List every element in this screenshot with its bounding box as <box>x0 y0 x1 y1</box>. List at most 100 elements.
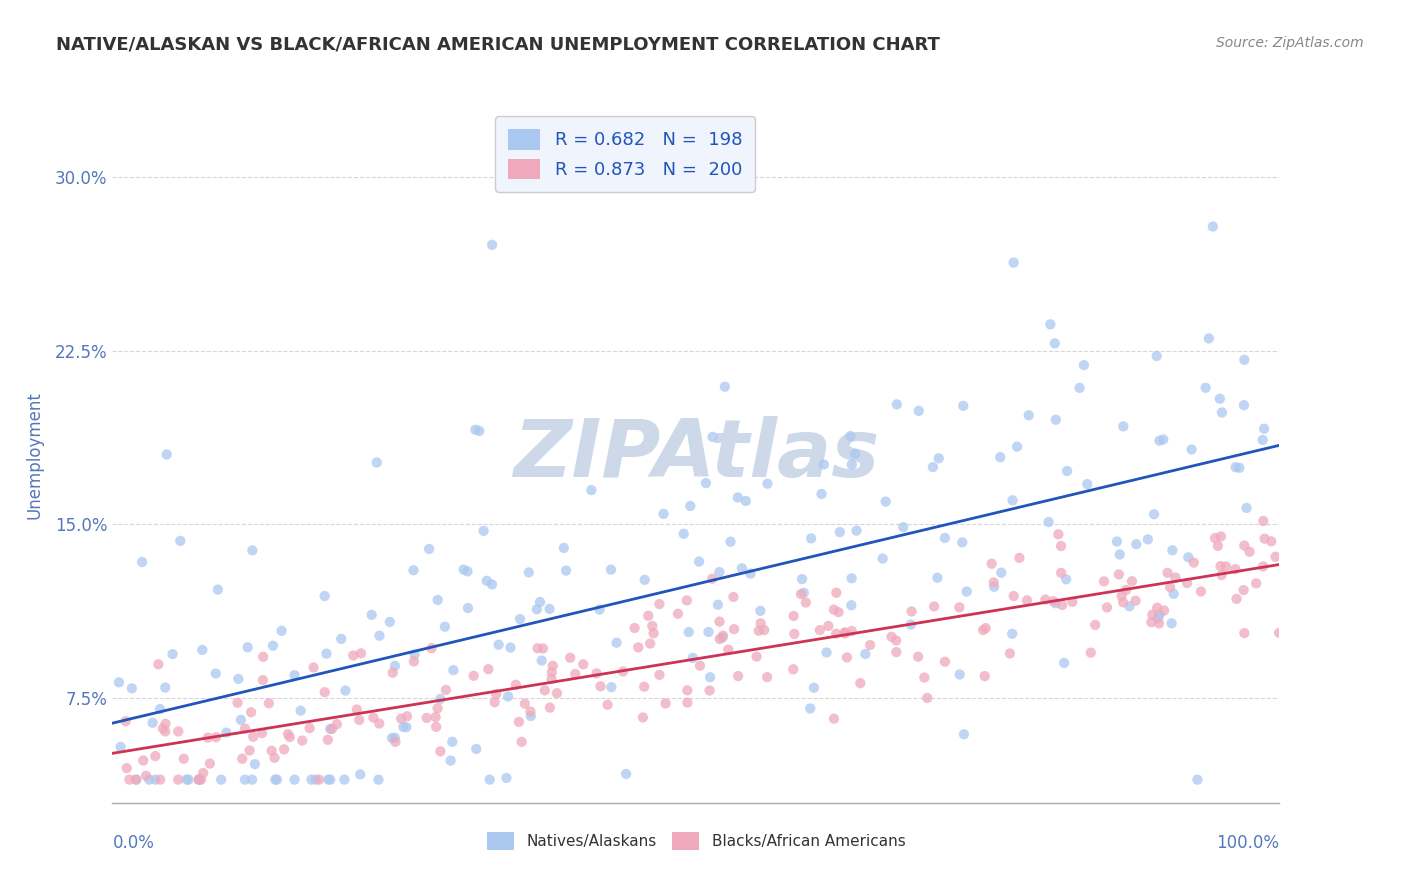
Point <box>1001 493 1024 508</box>
Point <box>676 696 699 710</box>
Point <box>675 593 697 607</box>
Point <box>589 679 612 693</box>
Point <box>666 607 689 621</box>
Point <box>198 756 221 771</box>
Point <box>433 620 456 634</box>
Point <box>998 647 1021 661</box>
Point <box>827 605 849 619</box>
Point <box>1211 568 1233 582</box>
Point <box>1253 532 1275 546</box>
Point <box>980 557 1002 571</box>
Point <box>652 507 675 521</box>
Point <box>485 687 508 701</box>
Point <box>481 577 503 591</box>
Point <box>1225 562 1247 576</box>
Point <box>420 641 443 656</box>
Point <box>599 563 621 577</box>
Point <box>169 533 191 548</box>
Point <box>1002 589 1025 603</box>
Point <box>257 696 280 710</box>
Point <box>1268 625 1291 640</box>
Point <box>853 647 876 661</box>
Point <box>1204 531 1226 545</box>
Point <box>368 629 391 643</box>
Point <box>252 649 274 664</box>
Point <box>505 678 527 692</box>
Point <box>817 619 839 633</box>
Point <box>156 448 179 462</box>
Point <box>1209 529 1232 543</box>
Point <box>1142 607 1164 622</box>
Point <box>825 626 848 640</box>
Point <box>384 735 406 749</box>
Point <box>823 602 845 616</box>
Point <box>426 701 449 715</box>
Text: 0.0%: 0.0% <box>112 834 155 852</box>
Point <box>974 621 997 635</box>
Point <box>240 772 263 787</box>
Point <box>1045 413 1067 427</box>
Point <box>934 531 956 545</box>
Point <box>953 727 976 741</box>
Point <box>844 447 866 461</box>
Point <box>794 595 817 609</box>
Point <box>360 607 382 622</box>
Point <box>689 658 711 673</box>
Point <box>1147 616 1170 631</box>
Point <box>190 772 212 787</box>
Point <box>1153 603 1175 617</box>
Point <box>553 541 575 555</box>
Point <box>510 735 533 749</box>
Point <box>135 769 157 783</box>
Point <box>756 476 779 491</box>
Point <box>948 600 970 615</box>
Point <box>346 702 368 716</box>
Point <box>1146 600 1168 615</box>
Point <box>508 714 530 729</box>
Point <box>540 672 562 686</box>
Point <box>530 654 553 668</box>
Point <box>748 624 770 638</box>
Point <box>176 772 198 787</box>
Point <box>697 624 720 639</box>
Point <box>727 491 749 505</box>
Point <box>631 710 654 724</box>
Point <box>1209 392 1232 406</box>
Point <box>1039 318 1062 332</box>
Point <box>155 716 177 731</box>
Point <box>1112 595 1135 609</box>
Point <box>478 772 501 787</box>
Point <box>263 751 285 765</box>
Point <box>266 772 288 787</box>
Point <box>240 705 263 719</box>
Point <box>1054 572 1077 586</box>
Point <box>283 668 305 682</box>
Point <box>349 767 371 781</box>
Point <box>1045 596 1067 610</box>
Point <box>633 680 655 694</box>
Point <box>1050 598 1073 612</box>
Point <box>283 772 305 787</box>
Point <box>927 571 949 585</box>
Point <box>1177 550 1199 565</box>
Point <box>143 749 166 764</box>
Point <box>782 662 804 676</box>
Point <box>709 615 731 629</box>
Point <box>815 645 838 659</box>
Point <box>1111 589 1133 603</box>
Point <box>782 609 804 624</box>
Point <box>1095 600 1118 615</box>
Point <box>384 731 406 745</box>
Point <box>384 658 406 673</box>
Point <box>717 642 740 657</box>
Point <box>880 630 903 644</box>
Text: 100.0%: 100.0% <box>1216 834 1279 852</box>
Point <box>1047 527 1070 541</box>
Point <box>1035 592 1057 607</box>
Point <box>1251 433 1274 447</box>
Text: NATIVE/ALASKAN VS BLACK/AFRICAN AMERICAN UNEMPLOYMENT CORRELATION CHART: NATIVE/ALASKAN VS BLACK/AFRICAN AMERICAN… <box>56 36 941 54</box>
Point <box>1146 349 1168 363</box>
Point <box>526 641 548 656</box>
Point <box>793 586 815 600</box>
Point <box>600 680 623 694</box>
